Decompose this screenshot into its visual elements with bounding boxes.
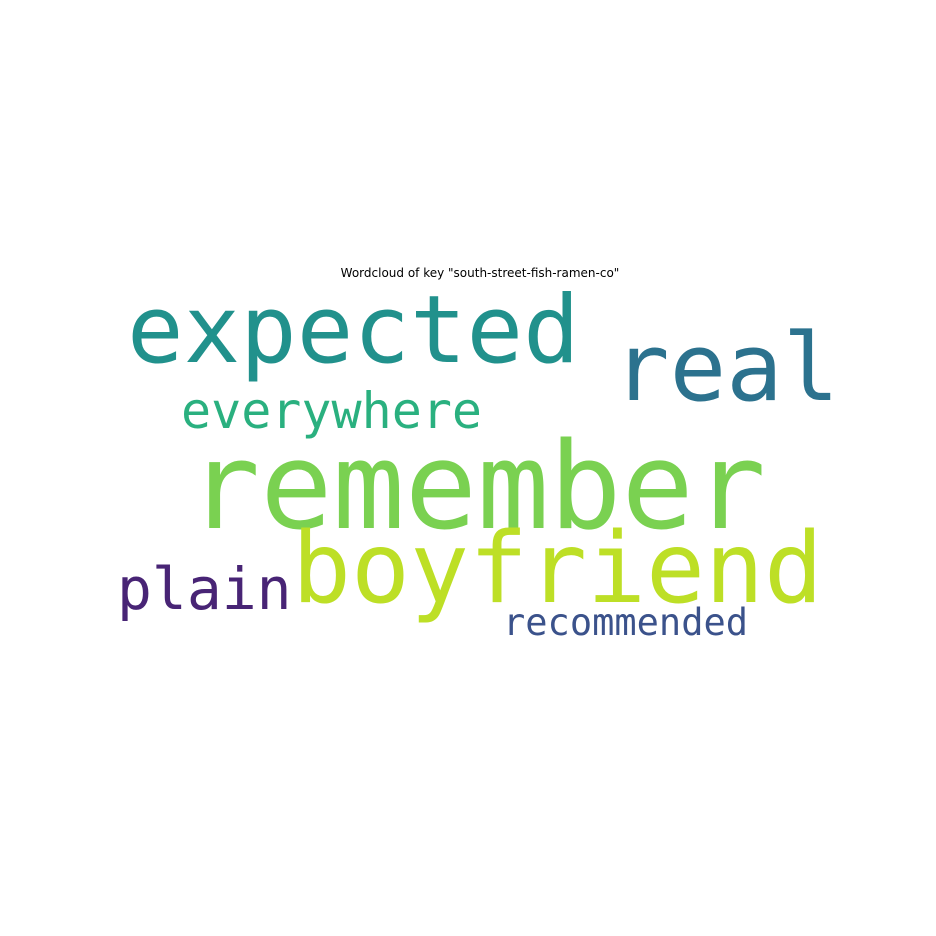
- word-remember: remember: [188, 418, 766, 557]
- word-boyfriend: boyfriend: [292, 512, 824, 626]
- chart-title: Wordcloud of key "south-street-fish-rame…: [340, 266, 620, 280]
- word-expected: expected: [127, 276, 580, 385]
- word-plain: plain: [117, 555, 292, 623]
- word-everywhere: everywhere: [181, 382, 483, 440]
- word-real: real: [613, 314, 840, 423]
- word-recommended: recommended: [503, 601, 749, 644]
